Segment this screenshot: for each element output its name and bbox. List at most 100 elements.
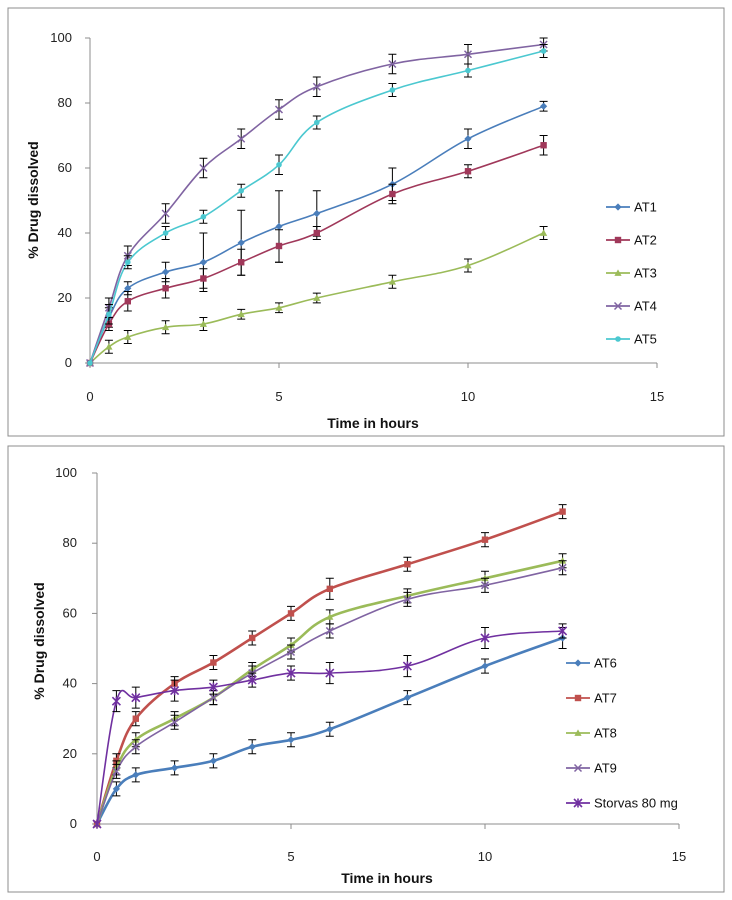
data-point <box>237 134 246 143</box>
data-point <box>326 613 334 620</box>
x-tick-label: 5 <box>287 849 294 864</box>
x-tick-label: 15 <box>650 389 664 404</box>
plot-area: 0 20 40 60 80 100 0 5 10 15 <box>55 465 686 864</box>
data-point <box>170 686 180 696</box>
data-point <box>124 298 131 305</box>
data-point <box>481 536 489 543</box>
data-point <box>237 310 245 318</box>
series-line <box>95 559 563 825</box>
series-at1 <box>86 100 548 367</box>
data-point <box>162 230 169 236</box>
x-axis-title: Time in hours <box>341 870 433 886</box>
series-line <box>89 232 544 364</box>
y-tick-label: 100 <box>55 465 77 480</box>
data-point <box>92 819 102 829</box>
data-point <box>312 82 321 91</box>
data-point <box>112 767 121 776</box>
data-point <box>162 285 169 292</box>
data-point <box>161 209 170 218</box>
y-tick-label: 40 <box>58 225 72 240</box>
data-point <box>464 168 472 175</box>
series-at3 <box>86 226 548 366</box>
data-point <box>210 659 217 666</box>
legend-swatch-marker <box>614 236 622 244</box>
y-tick-label: 0 <box>70 816 77 831</box>
series-at6 <box>93 626 567 828</box>
data-point <box>111 696 121 706</box>
data-point <box>238 259 245 266</box>
data-point <box>325 626 334 635</box>
data-point <box>237 239 245 247</box>
data-point <box>389 87 396 93</box>
data-point <box>480 581 490 590</box>
data-point <box>199 258 207 266</box>
data-point <box>274 105 284 114</box>
data-point <box>200 275 207 282</box>
legend-swatch-marker <box>613 301 623 311</box>
x-tick-label: 0 <box>86 389 93 404</box>
data-point <box>124 333 132 340</box>
y-tick-label: 100 <box>50 30 72 45</box>
data-point <box>275 242 283 250</box>
data-point <box>481 662 489 670</box>
series-line <box>89 105 544 364</box>
legend: AT1 AT2 AT3 AT4 AT5 <box>606 200 657 347</box>
y-axis-title: % Drug dissolved <box>31 582 47 699</box>
data-point <box>131 742 140 751</box>
series-at5 <box>87 44 548 366</box>
data-point <box>209 693 218 702</box>
legend-swatch-marker <box>615 336 621 342</box>
data-point <box>463 50 473 59</box>
legend-entry: AT4 <box>606 299 657 314</box>
data-point <box>464 135 472 143</box>
legend-label: AT6 <box>594 656 617 671</box>
x-tick-label: 15 <box>672 849 686 864</box>
x-tick-label: 10 <box>461 389 475 404</box>
legend-label: AT1 <box>634 200 657 215</box>
legend-label: AT7 <box>594 691 617 706</box>
data-point <box>389 190 396 198</box>
series-line <box>95 636 564 825</box>
data-point <box>313 229 320 237</box>
data-point <box>247 675 257 685</box>
series-line <box>89 144 544 364</box>
y-tick-label: 20 <box>58 290 72 305</box>
data-point <box>132 715 139 722</box>
data-point <box>208 682 218 692</box>
x-tick-label: 5 <box>275 389 282 404</box>
y-tick-label: 40 <box>63 676 77 691</box>
legend-swatch-marker <box>573 798 583 808</box>
data-point <box>171 764 179 772</box>
data-point <box>559 508 566 515</box>
x-axis-title: Time in hours <box>327 415 419 431</box>
y-axis-title: % Drug dissolved <box>25 141 41 258</box>
legend-entry: AT2 <box>606 233 657 248</box>
data-point <box>200 213 207 220</box>
data-point <box>313 294 321 301</box>
data-point <box>112 785 120 793</box>
data-point <box>199 320 207 327</box>
data-point <box>105 343 113 350</box>
data-point <box>388 59 397 69</box>
data-point <box>388 278 396 285</box>
data-point <box>199 163 208 173</box>
data-point <box>326 725 334 733</box>
legend-entry: AT1 <box>606 200 657 215</box>
data-point <box>275 222 283 231</box>
legend-label: AT8 <box>594 726 617 741</box>
data-point <box>132 771 140 779</box>
data-point <box>540 142 547 149</box>
data-point <box>287 736 295 744</box>
x-tick-label: 0 <box>93 849 100 864</box>
series-storvas-80-mg <box>92 623 568 829</box>
data-point <box>238 187 244 194</box>
x-tick-label: 10 <box>478 849 492 864</box>
data-point <box>540 102 548 110</box>
legend-label: AT9 <box>594 761 617 776</box>
data-point <box>162 323 170 331</box>
chart-frame <box>7 445 725 893</box>
legend-label: AT3 <box>634 266 657 281</box>
data-point <box>106 311 112 318</box>
legend-label: Storvas 80 mg <box>594 796 678 811</box>
